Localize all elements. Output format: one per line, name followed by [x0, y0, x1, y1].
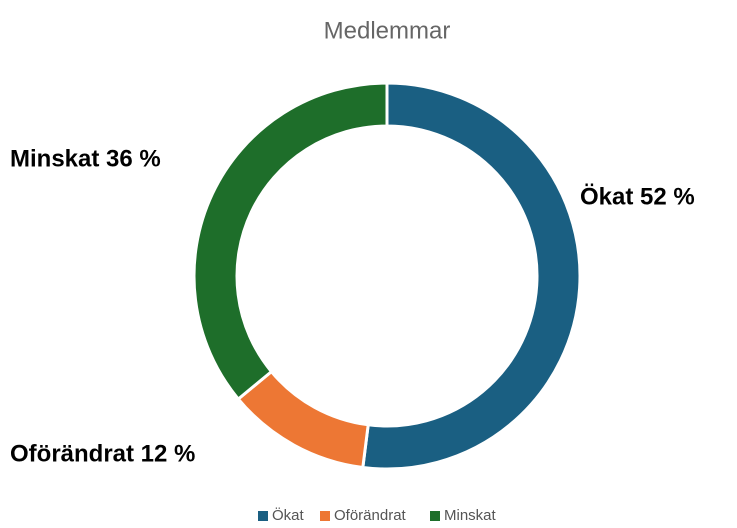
legend-marker: [430, 511, 440, 521]
legend-label: Ökat: [272, 506, 305, 524]
chart-title: Medlemmar: [324, 17, 451, 44]
data-label: Ökat 52 %: [580, 183, 695, 210]
legend-label: Minskat: [444, 507, 497, 524]
data-label: Oförändrat 12 %: [10, 440, 195, 467]
donut-slice: [361, 81, 582, 471]
data-label: Minskat 36 %: [10, 145, 161, 172]
donut-slice: [236, 369, 370, 470]
legend-label: Oförändrat: [334, 507, 407, 524]
legend-marker: [258, 511, 268, 521]
donut-slice: [192, 81, 389, 402]
legend-marker: [320, 511, 330, 521]
